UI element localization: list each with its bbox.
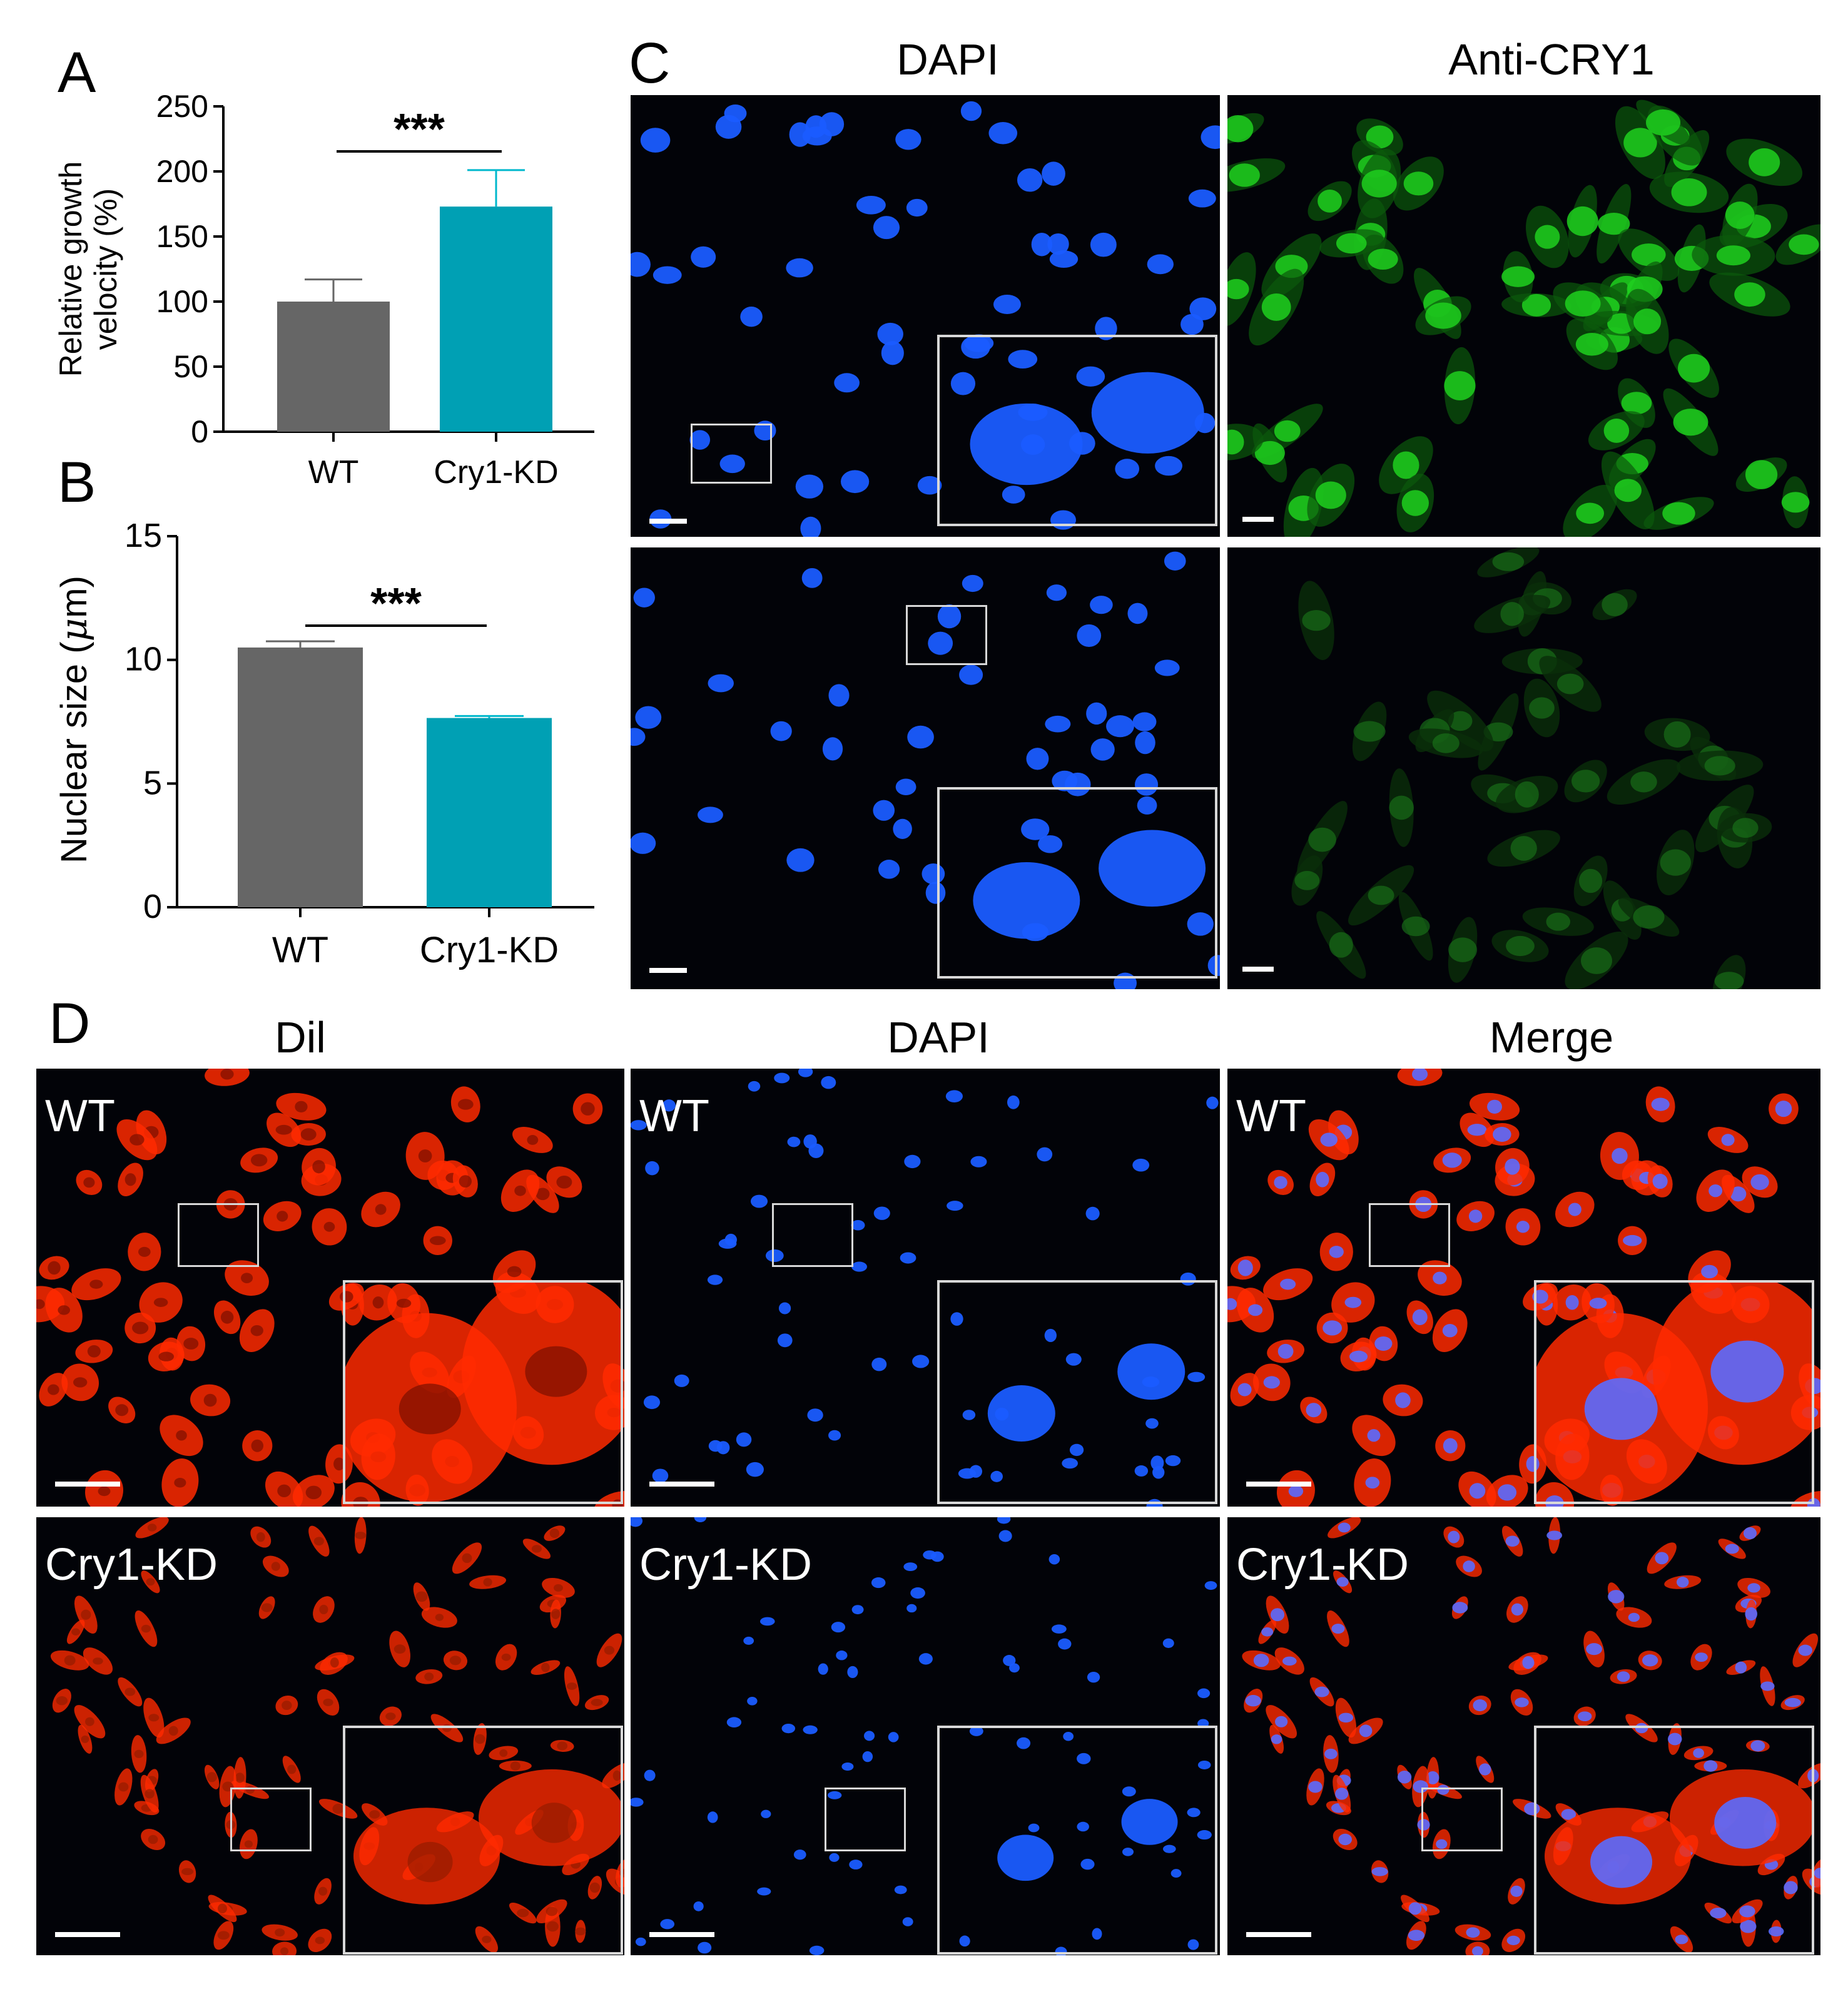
panel-label-a: A (58, 41, 96, 104)
x-tick-label: Cry1-KD (434, 454, 558, 491)
y-tick-label: 250 (156, 89, 208, 124)
panel-label-b: B (58, 450, 96, 514)
y-axis-label-mu: μ (53, 618, 95, 642)
zoom-inset (1534, 1280, 1814, 1504)
x-tick-label: WT (308, 454, 359, 491)
x-tick-label: WT (272, 930, 328, 970)
scale-bar (55, 1932, 120, 1937)
zoom-inset (1534, 1726, 1814, 1955)
y-tick-label: 10 (124, 641, 162, 678)
panel-d-dapi-image-kd: Cry1-KD (631, 1517, 1220, 1955)
panel-d-dil-image-wt: WT (36, 1069, 624, 1507)
panel-d-dapi-image-wt: WT (631, 1069, 1220, 1507)
bar-cry1-kd (427, 718, 552, 907)
chart-b-nuclear-size: 0 5 10 15 WT Cry1-KD *** Nuclear size (μm) (53, 517, 594, 970)
y-tick-label: 200 (156, 154, 208, 189)
zoom-inset (937, 1726, 1217, 1955)
x-tick-label: Cry1-KD (420, 930, 559, 970)
condition-label-wt: WT (1236, 1091, 1306, 1141)
panel-d-title-merge: Merge (1489, 1013, 1614, 1062)
zoom-region-box (1369, 1203, 1450, 1267)
zoom-region-box (825, 1788, 906, 1851)
panel-d-title-dapi: DAPI (887, 1013, 990, 1062)
y-axis-label: Relative growthvelocity (%) (53, 161, 123, 377)
scale-bar (649, 1932, 714, 1937)
y-tick-label: 50 (173, 349, 208, 384)
cell-field (36, 1069, 624, 1507)
significance-stars: *** (393, 104, 445, 153)
condition-label-cry1-kd: Cry1-KD (1236, 1540, 1409, 1590)
panel-label-c: C (629, 31, 671, 95)
scale-bar (649, 968, 687, 973)
chart-a-growth-velocity: 0 50 100 150 200 250 WT Cry1-KD *** Relative grow… (53, 89, 594, 491)
zoom-region-box (772, 1203, 853, 1267)
zoom-inset (343, 1726, 623, 1955)
bar-wt (238, 647, 363, 907)
bar-wt (277, 302, 390, 432)
condition-label-wt: WT (45, 1091, 115, 1141)
zoom-region-box (1421, 1788, 1503, 1851)
zoom-inset (937, 1280, 1217, 1504)
zoom-region-box (906, 605, 987, 665)
zoom-inset (937, 787, 1217, 979)
y-tick-label: 150 (156, 219, 208, 254)
condition-label-wt: WT (639, 1091, 709, 1141)
scale-bar (649, 1482, 714, 1487)
panel-c-dapi-image-kd (631, 547, 1220, 989)
zoom-region-box (178, 1203, 259, 1267)
y-axis-label-line-1: Relative growth (53, 161, 88, 377)
panel-d-merge-image-kd: Cry1-KD (1227, 1517, 1820, 1955)
bar-cry1-kd (440, 206, 552, 432)
cell-field (631, 1517, 1217, 1955)
y-tick-label: 100 (156, 284, 208, 319)
cell-field (631, 551, 1220, 989)
cell-field (1291, 547, 1772, 989)
y-axis-label: Nuclear size (μm) (53, 576, 95, 863)
panel-c-title-dapi: DAPI (896, 35, 999, 84)
y-tick-label: 15 (124, 517, 162, 554)
scale-bar (55, 1482, 120, 1487)
scale-bar (649, 519, 687, 524)
y-tick-label: 0 (143, 888, 162, 925)
panel-d-dil-image-kd: Cry1-KD (36, 1517, 624, 1955)
zoom-inset (937, 335, 1217, 526)
zoom-region-box (230, 1788, 312, 1851)
panel-c-dapi-image-wt (631, 95, 1220, 537)
panel-d-merge-image-wt: WT (1227, 1069, 1820, 1507)
panel-label-d: D (49, 992, 91, 1055)
cell-field (631, 1069, 1219, 1507)
condition-label-cry1-kd: Cry1-KD (639, 1540, 813, 1590)
y-axis-label-unit: m) (54, 576, 94, 618)
significance-stars: *** (370, 579, 422, 628)
cell-field (1227, 99, 1820, 537)
scale-bar (1242, 967, 1274, 972)
panel-c-cry1-image-wt (1227, 95, 1820, 537)
scale-bar (1246, 1932, 1311, 1937)
y-axis-label-text: Nuclear size ( (54, 641, 94, 863)
panel-c-title-anti-cry1: Anti-CRY1 (1448, 35, 1655, 84)
panel-d-title-dil: Dil (275, 1013, 326, 1062)
cell-field (50, 1517, 624, 1955)
panel-c-cry1-image-kd (1227, 547, 1820, 989)
y-tick-label: 5 (143, 764, 162, 801)
scale-bar (1242, 517, 1274, 522)
zoom-region-box (691, 424, 772, 484)
scale-bar (1246, 1482, 1311, 1487)
y-tick-label: 0 (191, 414, 208, 449)
zoom-inset (343, 1280, 623, 1504)
condition-label-cry1-kd: Cry1-KD (45, 1540, 218, 1590)
y-axis-label-line-2: velocity (%) (88, 188, 123, 350)
